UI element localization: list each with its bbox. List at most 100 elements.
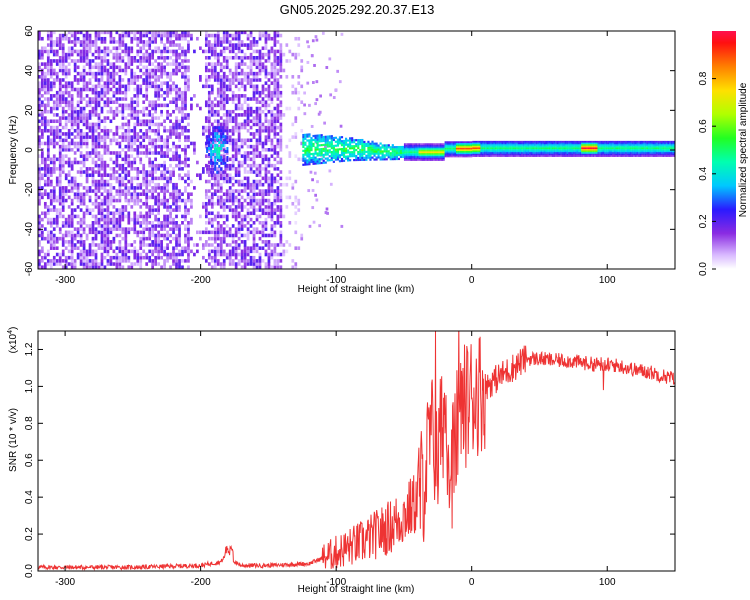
heatmap-cell [454,155,457,158]
heatmap-cell [423,154,426,157]
heatmap-cell [279,113,283,117]
heatmap-cell [139,40,143,44]
heatmap-cell [49,31,53,35]
heatmap-cell [55,240,59,244]
heatmap-cell [46,68,50,73]
heatmap-cell [82,87,86,92]
heatmap-cell [154,81,157,85]
heatmap-cell [91,252,95,257]
heatmap-cell [55,59,59,63]
heatmap-cell [304,147,307,150]
heatmap-cell [291,84,295,89]
heatmap-cell [97,68,101,73]
heatmap-cell [225,135,229,139]
heatmap-cell [387,146,390,149]
heatmap-cell [145,87,149,92]
heatmap-cell [181,62,184,66]
heatmap-cell [270,100,274,104]
heatmap-cell [216,100,220,104]
heatmap-cell [184,84,187,89]
heatmap-cell [160,240,163,244]
heatmap-cell [52,255,56,260]
heatmap-cell [103,236,107,241]
heatmap-cell [218,150,221,153]
heatmap-cell [127,59,131,63]
heatmap-cell [316,144,319,147]
heatmap-cell [166,31,169,35]
heatmap-cell [363,142,366,146]
heatmap-cell [252,71,256,76]
heatmap-cell [204,125,208,130]
heatmap-cell [405,144,408,147]
heatmap-cell [166,176,169,181]
heatmap-cell [246,138,250,143]
heatmap-cell [91,125,95,130]
heatmap-cell [163,221,166,225]
heatmap-cell [163,138,166,143]
heatmap-cell [249,113,253,117]
heatmap-cell [199,236,202,241]
heatmap-cell [302,149,305,152]
heatmap-cell [267,49,271,54]
heatmap-cell [243,252,247,257]
heatmap-cell [425,155,427,158]
heatmap-cell [38,81,41,85]
heatmap-cell [240,84,244,89]
heatmap-cell [184,198,187,203]
heatmap-cell [163,97,166,101]
heatmap-cell [219,84,223,89]
heatmap-cell [70,189,74,193]
heatmap-cell [318,148,321,151]
heatmap-cell [240,179,244,184]
heatmap-cell [302,137,305,141]
heatmap-cell [228,198,232,203]
heatmap-cell [258,198,262,203]
heatmap-cell [124,84,128,89]
heatmap-cell [94,36,98,41]
heatmap-cell [213,43,217,47]
heatmap-cell [408,143,411,146]
heatmap-cell [38,249,41,254]
heatmap-cell [70,198,74,203]
heatmap-cell [49,236,53,241]
heatmap-cell [279,240,283,244]
heatmap-cell [255,100,259,104]
heatmap-cell [399,153,403,157]
heatmap-cell [267,259,271,263]
heatmap-cell [58,68,62,73]
heatmap-cell [267,78,271,82]
heatmap-cell [49,233,53,238]
heatmap-cell [216,144,219,148]
heatmap-cell [355,143,358,146]
heatmap-cell [231,81,235,85]
heatmap-cell [213,62,217,66]
heatmap-cell [454,152,457,155]
heatmap-cell [85,262,89,266]
heatmap-cell [228,230,232,235]
heatmap-cell [222,161,225,165]
heatmap-cell [441,149,444,152]
heatmap-cell [79,182,83,187]
heatmap-cell [169,100,172,104]
heatmap-cell [249,230,253,235]
heatmap-cell [243,262,247,266]
heatmap-cell [115,59,119,63]
heatmap-cell [302,145,305,149]
heatmap-cell [213,214,217,219]
heatmap-cell [264,211,268,216]
heatmap-cell [385,144,388,147]
heatmap-cell [94,151,98,155]
heatmap-cell [145,65,149,70]
heatmap-cell [38,201,41,206]
heatmap-cell [103,84,107,89]
heatmap-cell [467,146,470,148]
heatmap-cell [85,233,89,238]
heatmap-cell [401,153,405,156]
heatmap-cell [106,87,110,92]
heatmap-cell [429,154,432,157]
heatmap-cell [389,156,392,159]
heatmap-cell [234,55,238,60]
heatmap-cell [61,84,65,89]
heatmap-cell [216,71,220,76]
heatmap-cell [344,149,348,152]
